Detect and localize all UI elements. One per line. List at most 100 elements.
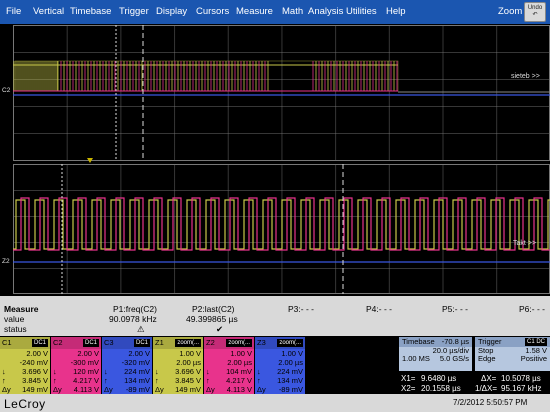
channel-coupling-badge: DC1 (82, 339, 99, 347)
menu-vertical[interactable]: Vertical (33, 6, 65, 17)
channel-box-c3[interactable]: C3 DC1 2.00 V -320 mV ↓ 224 mV ↑ 134 mV Δy -89 mV (102, 337, 152, 394)
trigger-type: Edge (478, 354, 496, 363)
channel-box-c2[interactable]: C2 DC1 2.00 V -300 mV ↓ 120 mV ↑ 4.217 V Δy 4.113… (51, 337, 101, 394)
channel-c1: 120 mV (73, 367, 99, 376)
channel-row-icon: ↓ (206, 367, 210, 376)
measure-p6[interactable]: P6:- - - (519, 304, 545, 314)
channel-scale: 2.00 V (26, 349, 48, 358)
undo-button[interactable]: Undo ↶ (524, 2, 546, 22)
channel-dy: 149 mV (175, 385, 201, 394)
menu-math[interactable]: Math (282, 6, 304, 17)
timebase-descriptor[interactable]: Timebase -70.8 µs 20.0 µs/div 1.00 MS 5.0… (399, 337, 472, 371)
overview-grid[interactable]: C2 sieteb >> (2, 25, 550, 161)
channel-coupling-badge: zoom(... (175, 339, 201, 347)
channel-c1: 224 mV (277, 367, 303, 376)
measure-p3[interactable]: P3:- - - (288, 304, 314, 314)
channel-c1: 3.696 V (22, 367, 48, 376)
channel-row-icon: ↓ (2, 367, 6, 376)
menu-analysis[interactable]: Analysis (308, 6, 344, 17)
channel-c2: 4.217 V (73, 376, 99, 385)
channel-c1: 3.696 V (175, 367, 201, 376)
channel-row-icon: ↑ (104, 376, 108, 385)
channel-offset: -300 mV (70, 358, 99, 367)
channel-name: C3 (104, 338, 114, 347)
channel-box-z3[interactable]: Z3 zoom(... 1.00 V 2.00 µs ↓ 224 mV ↑ 134 mV Δy -… (255, 337, 305, 394)
cursor-x2-label: X2= (401, 384, 416, 393)
channel-row-icon: ↑ (155, 376, 159, 385)
trigger-position-icon (87, 158, 93, 163)
channel-scale: 2.00 V (77, 349, 99, 358)
channel-name: C1 (2, 338, 12, 347)
timebase-samples: 1.00 MS (402, 354, 430, 363)
channel-dy: 4.113 V (73, 385, 99, 394)
channel-row-icon: Δy (53, 385, 62, 394)
channel-row-icon: Δy (206, 385, 215, 394)
overview-burst (13, 61, 398, 91)
cursor-x1-value: 9.6480 µs (421, 374, 457, 383)
timebase-per-div: 20.0 µs/div (432, 346, 469, 355)
channel-scale: 1.00 V (230, 349, 252, 358)
menu-cursors[interactable]: Cursors (196, 6, 230, 17)
brand-logo: LeCroy (4, 397, 46, 411)
channel-row-icon: ↓ (53, 367, 57, 376)
channel-coupling-badge: DC1 (31, 339, 48, 347)
menu-timebase[interactable]: Timebase (70, 6, 112, 17)
measure-p5[interactable]: P5:- - - (442, 304, 468, 314)
channel-row-icon: ↓ (104, 367, 108, 376)
menu-utilities[interactable]: Utilities (346, 6, 377, 17)
channel-name: Z2 (206, 338, 215, 347)
menu-measure[interactable]: Measure (236, 6, 273, 17)
zoom-traces (13, 197, 550, 263)
channel-c2: 134 mV (277, 376, 303, 385)
menu-trigger[interactable]: Trigger (119, 6, 149, 17)
zoom-button[interactable]: Zoom (498, 6, 523, 17)
channel-row-icon: Δy (2, 385, 11, 394)
cursor-inv-label: 1/ΔX= (475, 384, 498, 393)
measure-status-label: status (4, 324, 27, 334)
measure-p4[interactable]: P4:- - - (366, 304, 392, 314)
timebase-delay: -70.8 µs (441, 337, 469, 346)
cursor-x1-label: X1= (401, 374, 416, 383)
zoom-channel-marker: Z2 (2, 258, 10, 265)
measure-p1-name[interactable]: P1:freq(C2) (113, 304, 157, 314)
trigger-mode: Stop (478, 346, 494, 355)
overview-side-label: sieteb >> (511, 73, 540, 80)
channel-scale: 1.00 V (179, 349, 201, 358)
measure-value-label: value (4, 314, 25, 324)
trigger-title: Trigger (478, 337, 502, 346)
channel-name: Z3 (257, 338, 266, 347)
channel-dy: 4.113 V (226, 385, 252, 394)
zoom-waveforms (13, 164, 550, 294)
channel-box-z2[interactable]: Z2 zoom(... 1.00 V 2.00 µs ↓ 104 mV ↑ 4.217 V Δy… (204, 337, 254, 394)
menu-display[interactable]: Display (156, 6, 188, 17)
channel-row-icon: ↑ (206, 376, 210, 385)
channel-box-c1[interactable]: C1 DC1 2.00 V -240 mV ↓ 3.696 V ↑ 3.845 V Δy 149 … (0, 337, 50, 394)
overview-channel-marker: C2 (2, 87, 11, 94)
cursor-readout: X1= 9.6480 µs ΔX= 10.5078 µs X2= 20.1558… (399, 372, 550, 394)
measure-p2-value: 49.399865 µs (186, 314, 238, 324)
menu-file[interactable]: File (6, 6, 22, 17)
channel-c1: 104 mV (226, 367, 252, 376)
channel-row-icon: ↓ (155, 367, 159, 376)
channel-row-icon: ↑ (53, 376, 57, 385)
cursor-dx-value: 10.5078 µs (501, 374, 541, 383)
undo-label: Undo (527, 5, 543, 11)
measure-panel: Measure value status P1:freq(C2) 90.0978… (0, 296, 550, 336)
menu-help[interactable]: Help (386, 6, 406, 17)
measure-title: Measure (4, 304, 39, 314)
channel-box-z1[interactable]: Z1 zoom(... 1.00 V 2.00 µs ↓ 3.696 V ↑ 3.845 V Δ… (153, 337, 203, 394)
channel-coupling-badge: DC1 (133, 339, 150, 347)
measure-p2-name[interactable]: P2:last(C2) (192, 304, 235, 314)
channel-row-icon: Δy (257, 385, 266, 394)
channel-dy: -89 mV (278, 385, 303, 394)
channel-coupling-badge: zoom(... (226, 339, 252, 347)
channel-row-icon: ↑ (257, 376, 261, 385)
channel-c2: 4.217 V (226, 376, 252, 385)
measure-p2-status-icon: ✔ (216, 324, 224, 334)
zoom-grid[interactable]: Z2 Takt >> (2, 164, 550, 294)
trigger-slope: Positive (520, 354, 547, 363)
channel-scale: 2.00 V (128, 349, 150, 358)
zoom-c2-trace (13, 197, 550, 251)
undo-arrow-icon: ↶ (532, 12, 538, 18)
trigger-descriptor[interactable]: Trigger C1 DC Stop 1.58 V Edge Positive (475, 337, 550, 371)
